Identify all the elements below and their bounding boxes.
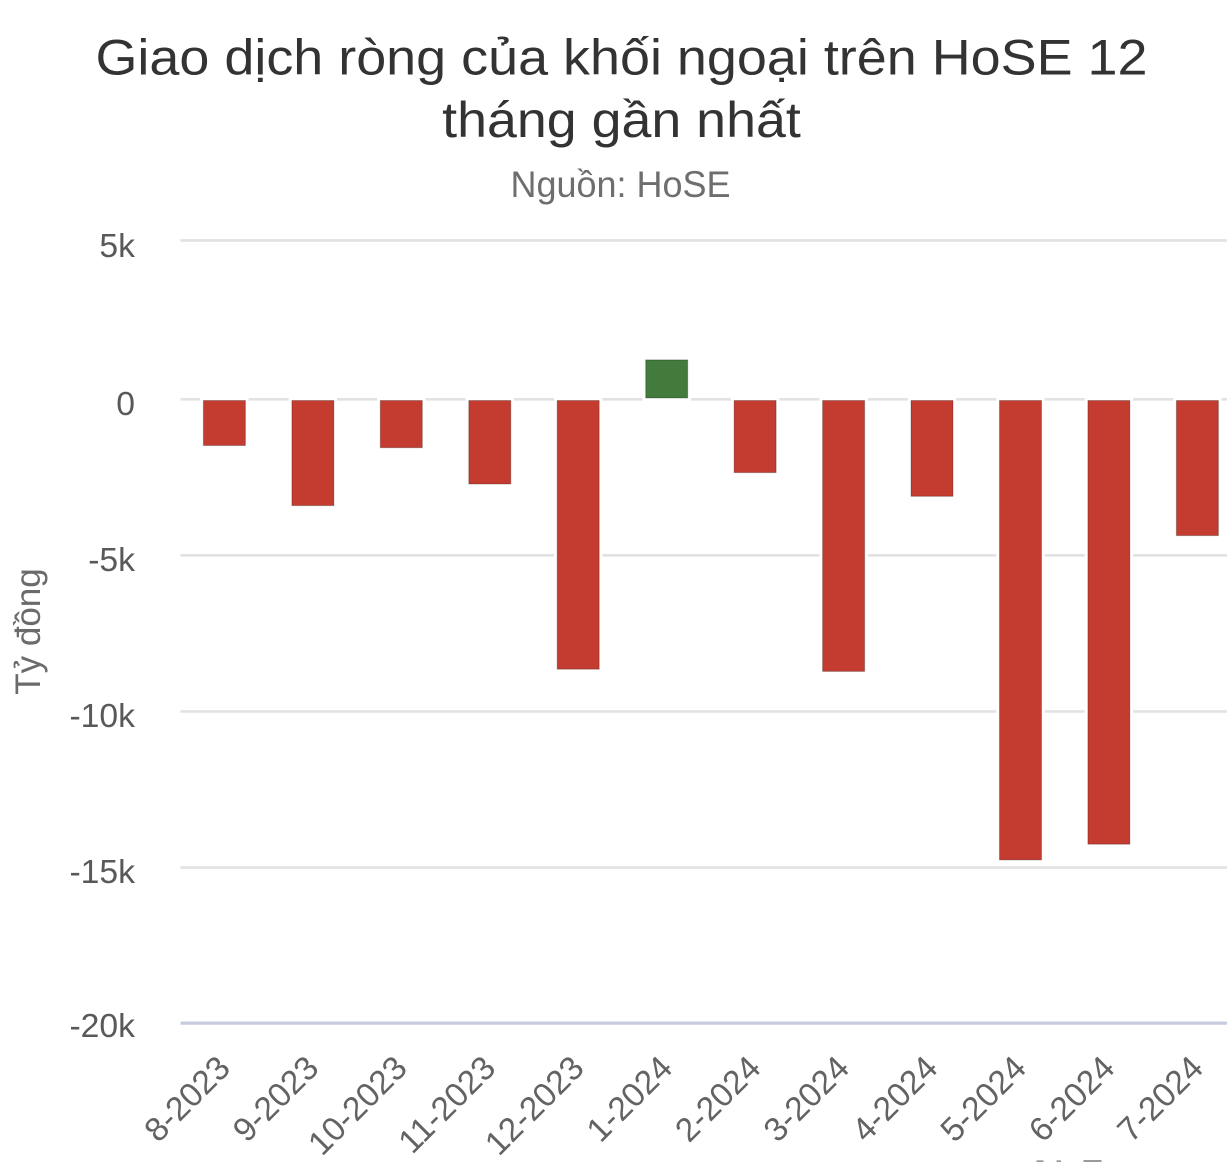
- svg-text:-15k: -15k: [69, 853, 135, 891]
- svg-text:tháng gần nhất: tháng gần nhất: [442, 92, 801, 148]
- svg-text:7-2024: 7-2024: [1111, 1049, 1211, 1149]
- svg-text:5-2024: 5-2024: [934, 1049, 1034, 1149]
- svg-text:-5k: -5k: [88, 541, 135, 579]
- svg-text:0: 0: [116, 385, 135, 423]
- svg-text:6-2024: 6-2024: [1022, 1049, 1122, 1149]
- svg-text:3-2024: 3-2024: [757, 1049, 857, 1149]
- svg-text:8-2023: 8-2023: [138, 1049, 238, 1149]
- svg-text:-10k: -10k: [69, 697, 135, 735]
- svg-text:1-2024: 1-2024: [580, 1049, 680, 1149]
- svg-text:5k: 5k: [99, 227, 135, 265]
- svg-text:10-2023: 10-2023: [301, 1049, 414, 1162]
- svg-text:4-2024: 4-2024: [845, 1049, 945, 1149]
- svg-text:Giao dịch ròng của khối ngoại: Giao dịch ròng của khối ngoại trên HoSE …: [96, 30, 1148, 86]
- svg-text:Tỷ đồng: Tỷ đồng: [9, 568, 48, 694]
- svg-text:Nguồn: HoSE: Nguồn: HoSE: [511, 163, 731, 205]
- svg-text:12-2023: 12-2023: [478, 1049, 591, 1162]
- svg-text:-20k: -20k: [69, 1007, 135, 1045]
- svg-text:2-2024: 2-2024: [668, 1049, 768, 1149]
